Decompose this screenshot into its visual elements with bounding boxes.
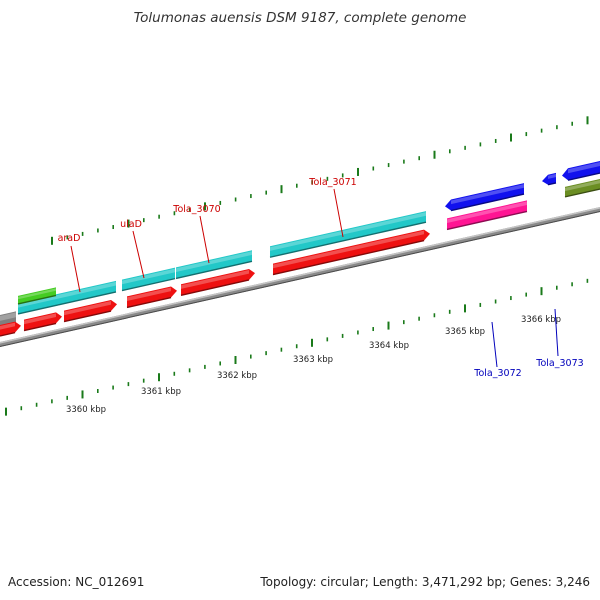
red-feature-5: [272, 229, 430, 276]
cyan-feature-0-edge: [17, 304, 59, 315]
blue-feature-3073-highlight: [568, 162, 600, 174]
blue-feature-3072-edge: [450, 193, 525, 212]
olive-feature: [564, 179, 600, 198]
red-feature-0-highlight: [0, 322, 15, 330]
magenta-feature-highlight: [447, 201, 527, 223]
red-feature-0-edge: [0, 331, 16, 337]
cyan-feature-4: [269, 211, 427, 258]
cyan-feature-0-highlight: [18, 294, 58, 308]
scale-label: 3365 kbp: [445, 327, 485, 337]
magenta-feature-edge: [446, 210, 528, 231]
red-feature-3-highlight: [127, 287, 171, 301]
cyan-feature-2-edge: [121, 277, 176, 292]
gene-label: ulaD: [120, 219, 142, 230]
gene-label-group: Tola_3071: [308, 177, 357, 238]
scale-label: 3360 kbp: [66, 405, 106, 415]
green-feature-edge: [17, 294, 57, 305]
gene-label: Tola_3071: [308, 177, 356, 188]
cyan-feature-4-edge: [269, 221, 427, 258]
scale-label: 3362 kbp: [217, 371, 257, 381]
gene-leader-line: [333, 188, 344, 238]
red-feature-3: [126, 286, 177, 309]
cyan-feature-1: [57, 280, 117, 306]
red-feature-2-edge: [63, 310, 112, 323]
cyan-feature-2: [121, 267, 176, 292]
gene-label-group: Tola_3072: [473, 321, 522, 379]
red-feature-5-edge: [272, 239, 425, 276]
red-feature-1-highlight: [24, 313, 56, 325]
scale-label: 3366 kbp: [521, 315, 561, 325]
scale-label: 3363 kbp: [293, 355, 333, 365]
gene-leader-line: [132, 230, 145, 279]
red-feature-4-edge: [180, 279, 250, 296]
gray-feature-highlight: [0, 312, 16, 321]
green-feature: [17, 287, 57, 305]
blue-feature-small-edge: [547, 182, 557, 186]
blue-feature-3072-highlight: [451, 184, 524, 205]
upper-tick-row: [51, 116, 589, 245]
cyan-feature-3: [175, 250, 253, 280]
red-feature-3-edge: [126, 296, 172, 309]
cyan-feature-1-highlight: [58, 281, 116, 299]
red-feature-5-highlight: [273, 230, 424, 269]
magenta-feature: [446, 200, 528, 231]
olive-feature-edge: [564, 188, 600, 198]
gene-leader-line: [70, 245, 81, 293]
gene-label: araD: [58, 233, 81, 244]
cyan-feature-0: [17, 293, 59, 315]
red-feature-4-highlight: [181, 270, 249, 289]
lower-tick-row: [5, 278, 589, 416]
gene-leader-line: [199, 215, 210, 264]
cyan-feature-3-edge: [175, 260, 253, 280]
cyan-feature-4-highlight: [270, 212, 426, 251]
green-feature-highlight: [18, 288, 56, 300]
red-feature-2: [63, 300, 117, 323]
red-feature-0: [0, 321, 21, 337]
gene-label: Tola_3072: [473, 368, 521, 379]
blue-feature-small-highlight: [548, 173, 556, 179]
map-layer: 3360 kbp 3361 kbp 3362 kbp 3363 kbp 3364 kbp…: [0, 116, 600, 416]
red-feature-1: [23, 312, 62, 332]
cyan-feature-1-edge: [57, 291, 117, 306]
accession-label: Accession: NC_012691: [8, 575, 144, 589]
blue-feature-small: [542, 172, 557, 186]
gene-label-group: Tola_3070: [172, 204, 221, 264]
cyan-feature-2-highlight: [122, 268, 175, 285]
backbone-shadow: [0, 211, 600, 347]
scale-label: 3361 kbp: [141, 387, 181, 397]
gene-leader-line: [491, 321, 498, 368]
blue-feature-3073: [562, 161, 600, 181]
red-feature-1-edge: [23, 322, 57, 332]
olive-feature-highlight: [565, 180, 600, 192]
gene-label-group: araD: [58, 233, 81, 293]
gene-label: Tola_3073: [535, 358, 583, 369]
backbone-highlight: [0, 207, 600, 344]
genome-summary: Topology: circular; Length: 3,471,292 bp…: [259, 575, 590, 589]
red-feature-2-highlight: [64, 301, 111, 316]
gene-label-group: ulaD: [120, 219, 145, 279]
red-feature-4: [180, 269, 255, 296]
blue-feature-3072: [445, 183, 525, 212]
blue-feature-3073-edge: [567, 172, 600, 181]
gene-label-group: Tola_3073: [535, 308, 584, 369]
scale-label: 3364 kbp: [369, 341, 409, 351]
gene-leader-line: [554, 308, 559, 357]
map-title: Tolumonas auensis DSM 9187, complete gen…: [134, 10, 467, 26]
cyan-feature-3-highlight: [176, 251, 252, 272]
gene-label: Tola_3070: [172, 204, 220, 215]
